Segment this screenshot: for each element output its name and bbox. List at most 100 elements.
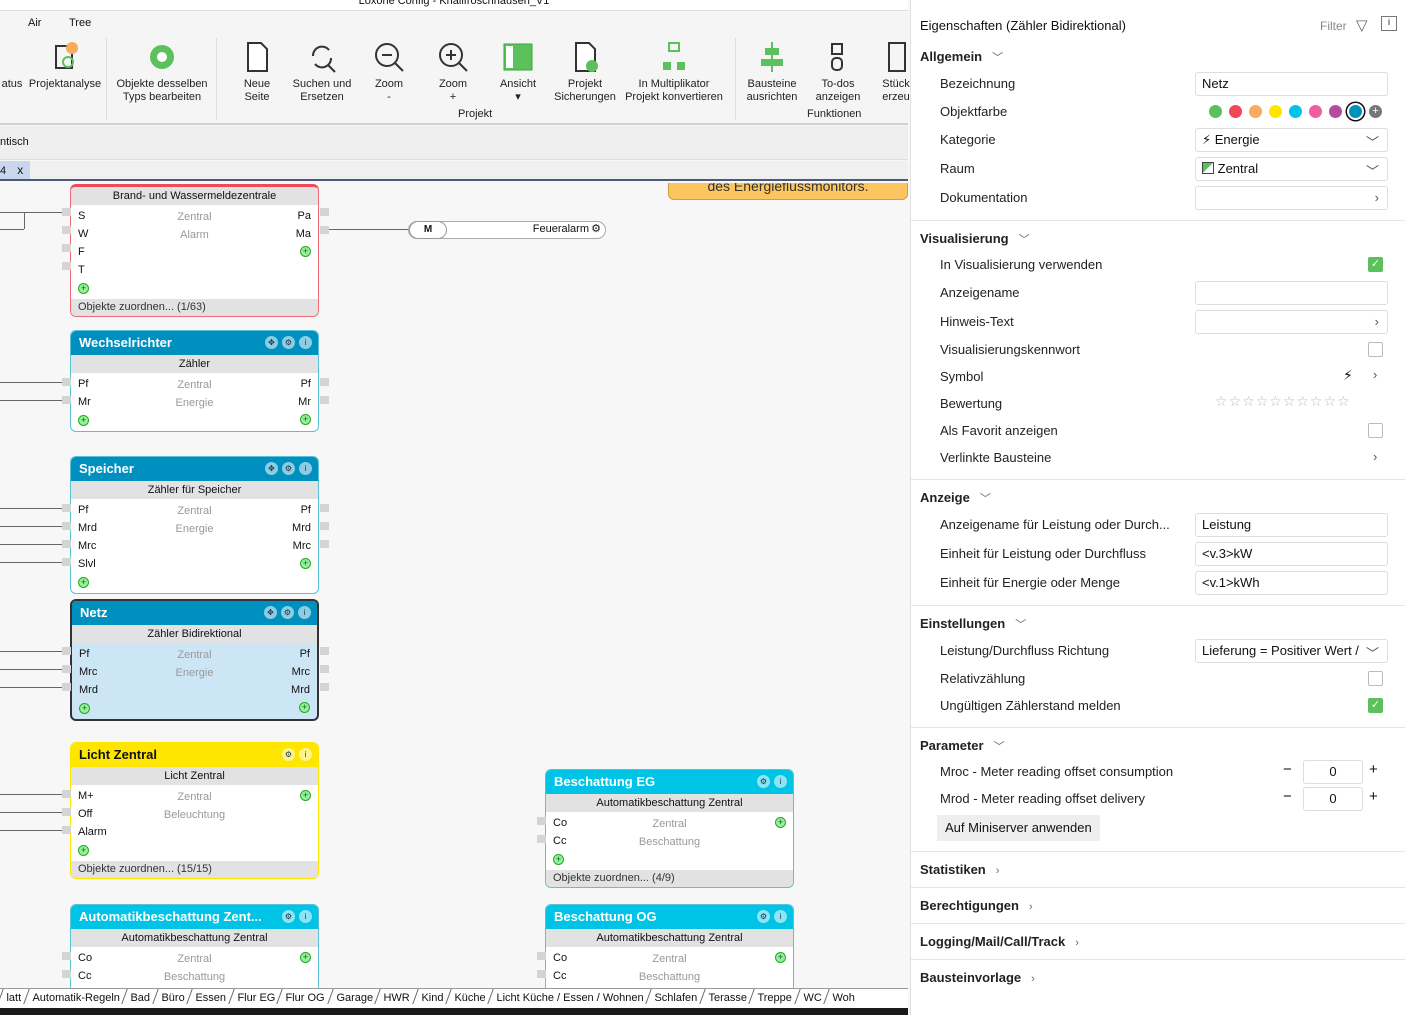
minus-button[interactable]: − [1283,761,1292,778]
output-port[interactable] [320,522,329,530]
block-wechselrichter[interactable]: Wechselrichter ✥ ⚙ i Zähler Zentral Energie Pf P… [70,330,319,432]
input-Pf[interactable]: Pf [78,504,89,516]
output-port[interactable] [320,683,329,691]
section-allgemein[interactable]: Allgemein ﹀ [920,49,1004,64]
section-visualisierung[interactable]: Visualisierung ﹀ [920,231,1030,246]
color-swatch[interactable] [1249,105,1262,118]
page-tab[interactable]: Kind [411,989,451,1004]
add-input-icon[interactable]: + [78,577,89,588]
einheit-leistung-input[interactable]: <v.3>kW [1195,542,1388,566]
move-icon[interactable]: ✥ [264,606,277,619]
input-port[interactable] [537,952,546,960]
plus-button[interactable]: + [1369,788,1378,805]
mrod-input[interactable]: 0 [1303,787,1363,811]
move-icon[interactable]: ✥ [265,336,278,349]
color-swatch[interactable] [1289,105,1302,118]
favorit-checkbox[interactable] [1368,423,1383,438]
input-M+[interactable]: M+ [78,790,94,802]
info-icon[interactable]: i [299,462,312,475]
output-port[interactable] [320,378,329,386]
add-output-icon[interactable]: + [300,246,311,257]
block-netz[interactable]: Netz ✥ ⚙ i Zähler Bidirektional Zentral Energi… [70,599,319,721]
output-Mrc[interactable]: Mrc [291,666,310,678]
star-icon[interactable]: ☆ [1282,393,1297,409]
input-Alarm[interactable]: Alarm [78,826,107,838]
output-port[interactable] [320,208,329,216]
star-icon[interactable]: ☆ [1337,393,1351,409]
info-icon[interactable]: i [298,606,311,619]
add-input-icon[interactable]: + [78,283,89,294]
ungueltig-checkbox[interactable]: ✓ [1368,698,1383,713]
block-header[interactable]: Licht Zentral ⚙ i [71,743,318,767]
output-port[interactable] [320,647,329,655]
section-anzeige[interactable]: Anzeige ﹀ [920,490,991,505]
page-tab[interactable]: Garage [326,989,380,1004]
ribbon-button-zoom-in[interactable]: Zoom + [434,40,472,104]
info-icon[interactable]: i [774,775,787,788]
input-Mr[interactable]: Mr [78,396,91,408]
filter-icon[interactable]: ▽ [1356,17,1368,34]
color-swatch[interactable] [1209,105,1222,118]
input-port[interactable] [62,396,71,404]
page-tab[interactable]: Essen [186,989,234,1004]
input-port[interactable] [62,665,71,673]
input-port[interactable] [62,952,71,960]
add-output-icon[interactable]: + [300,952,311,963]
input-port[interactable] [62,244,71,252]
input-port[interactable] [537,817,546,825]
input-port[interactable] [62,683,71,691]
star-icon[interactable]: ☆ [1296,393,1310,409]
star-icon[interactable]: ☆ [1215,393,1229,409]
block-licht[interactable]: Licht Zentral ⚙ i Licht Zentral Zentral Beleu… [70,742,319,879]
page-tab[interactable]: Licht Küche / Essen / Wohnen [487,989,651,1004]
ribbon-button-status[interactable]: atus [0,40,32,91]
label-verlinkte[interactable]: Verlinkte Bausteine [940,450,1052,465]
ribbon-button-todos[interactable]: To-dos anzeigen [812,40,864,104]
input-Pf[interactable]: Pf [78,378,89,390]
input-T[interactable]: T [78,264,85,276]
block-brand[interactable]: Brand- und Wassermeldezentrale Zentral Ala… [70,184,319,317]
output-Pf[interactable]: Pf [300,378,311,390]
gear-icon[interactable]: ⚙ [282,336,295,349]
block-header[interactable]: Netz ✥ ⚙ i [72,601,317,625]
assign-objects-link[interactable]: Objekte zuordnen... (1/63) [71,299,318,316]
comment-note[interactable]: des Energieflussmonitors. [668,183,908,200]
canvas[interactable]: des Energieflussmonitors. M Feueralarm ⚙… [0,183,908,988]
input-Cc[interactable]: Cc [553,835,567,847]
page-tab[interactable]: HWR [374,989,418,1004]
input-port[interactable] [537,970,546,978]
input-port[interactable] [62,808,71,816]
page-tab[interactable]: Woh [823,989,863,1004]
output-port[interactable] [320,540,329,548]
input-port[interactable] [62,378,71,386]
menu-tab-tree[interactable]: Tree [69,17,92,29]
page-tab[interactable]: Büro [151,989,192,1004]
block-speicher[interactable]: Speicher ✥ ⚙ i Zähler für Speicher Zentral Ene… [70,456,319,594]
input-F[interactable]: F [78,246,85,258]
color-swatch[interactable] [1309,105,1322,118]
menu-tab-air[interactable]: Air [28,17,42,29]
add-output-icon[interactable]: + [300,790,311,801]
input-Cc[interactable]: Cc [78,970,92,982]
page-tab[interactable]: Flur OG [276,989,333,1004]
input-Off[interactable]: Off [78,808,93,820]
gear-icon[interactable]: ⚙ [281,606,294,619]
input-port[interactable] [62,826,71,834]
star-icon[interactable]: ☆ [1323,393,1338,409]
section-parameter[interactable]: Parameter ﹀ [920,738,1005,753]
section-logging[interactable]: Logging/Mail/Call/Track › [920,934,1079,949]
block-autobesch[interactable]: Automatikbeschattung Zent... ⚙ i Automatikb… [70,904,319,988]
output-port[interactable] [320,665,329,673]
chevron-right-icon[interactable]: › [1373,449,1378,464]
input-port[interactable] [537,835,546,843]
ribbon-button-ausrichten[interactable]: Bausteine ausrichten [742,40,802,104]
raum-select[interactable]: Zentral ﹀ [1195,157,1388,181]
output-Mrc[interactable]: Mrc [292,540,311,552]
page-tab[interactable]: Flur EG [227,989,283,1004]
star-icon[interactable]: ☆ [1255,393,1270,409]
input-Mrc[interactable]: Mrc [78,540,97,552]
anz-leistung-input[interactable]: Leistung [1195,513,1388,537]
output-Mr[interactable]: Mr [298,396,311,408]
in-visu-checkbox[interactable]: ✓ [1368,257,1383,272]
gear-icon[interactable]: ⚙ [757,775,770,788]
